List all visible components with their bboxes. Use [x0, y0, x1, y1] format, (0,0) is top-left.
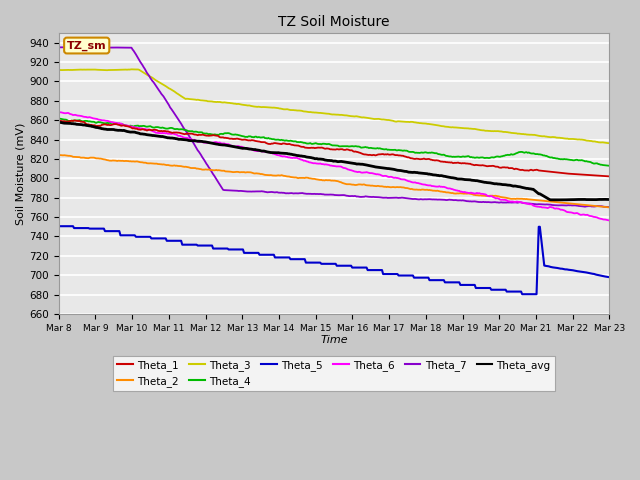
Theta_5 — [55, 223, 63, 229]
Line: Theta_4: Theta_4 — [59, 119, 609, 166]
Theta_1 — [321, 146, 328, 152]
Theta_7 — [508, 200, 515, 205]
Theta_avg — [354, 161, 362, 167]
Text: TZ_sm: TZ_sm — [67, 40, 106, 51]
Theta_7 — [63, 45, 71, 50]
Theta_2 — [605, 204, 613, 210]
Line: Theta_3: Theta_3 — [59, 69, 609, 143]
Theta_3 — [127, 66, 135, 72]
Theta_7 — [321, 192, 328, 197]
Theta_3 — [321, 110, 328, 116]
Theta_7 — [384, 195, 392, 201]
Theta_5 — [316, 260, 324, 265]
Line: Theta_5: Theta_5 — [59, 226, 609, 294]
Theta_1 — [317, 144, 325, 150]
Theta_avg — [595, 197, 602, 203]
Theta_avg — [384, 166, 392, 171]
Theta_avg — [56, 120, 63, 125]
Theta_7 — [605, 204, 613, 210]
Theta_6 — [508, 199, 515, 204]
Theta_6 — [321, 162, 328, 168]
Line: Theta_1: Theta_1 — [59, 120, 609, 176]
Theta_4 — [320, 141, 328, 146]
Theta_5 — [518, 291, 526, 297]
Theta_avg — [317, 156, 325, 162]
Theta_1 — [605, 173, 613, 179]
X-axis label: Time: Time — [320, 336, 348, 346]
Theta_3 — [354, 114, 362, 120]
Theta_7 — [593, 203, 601, 209]
Theta_1 — [593, 173, 601, 179]
Theta_7 — [317, 191, 325, 197]
Theta_5 — [383, 271, 390, 277]
Theta_1 — [508, 165, 515, 171]
Theta_3 — [384, 117, 392, 123]
Theta_6 — [55, 109, 63, 115]
Theta_2 — [353, 182, 360, 188]
Theta_4 — [316, 141, 324, 147]
Theta_3 — [593, 139, 601, 145]
Theta_4 — [383, 146, 390, 152]
Theta_2 — [592, 203, 600, 209]
Legend: Theta_1, Theta_2, Theta_3, Theta_4, Theta_5, Theta_6, Theta_7, Theta_avg: Theta_1, Theta_2, Theta_3, Theta_4, Thet… — [113, 356, 555, 391]
Theta_4 — [353, 144, 360, 149]
Theta_6 — [384, 174, 392, 180]
Theta_4 — [55, 116, 63, 121]
Theta_avg — [605, 197, 613, 203]
Theta_5 — [605, 274, 613, 280]
Theta_1 — [384, 151, 392, 157]
Theta_1 — [55, 118, 63, 124]
Theta_2 — [55, 152, 63, 157]
Theta_3 — [605, 140, 613, 146]
Theta_3 — [55, 67, 63, 73]
Theta_4 — [605, 163, 613, 168]
Theta_avg — [55, 120, 63, 125]
Theta_6 — [593, 215, 601, 220]
Theta_avg — [508, 183, 515, 189]
Theta_4 — [592, 160, 600, 166]
Y-axis label: Soil Moisture (mV): Soil Moisture (mV) — [15, 122, 25, 225]
Theta_avg — [321, 157, 328, 163]
Theta_avg — [557, 197, 564, 203]
Line: Theta_avg: Theta_avg — [59, 122, 609, 200]
Theta_5 — [506, 288, 514, 294]
Theta_5 — [593, 272, 601, 278]
Theta_6 — [317, 161, 325, 167]
Theta_6 — [354, 169, 362, 175]
Theta_2 — [320, 178, 328, 183]
Line: Theta_7: Theta_7 — [59, 48, 609, 207]
Theta_5 — [320, 261, 328, 267]
Theta_2 — [383, 184, 390, 190]
Theta_7 — [55, 45, 63, 50]
Title: TZ Soil Moisture: TZ Soil Moisture — [278, 15, 390, 29]
Theta_3 — [508, 130, 515, 136]
Theta_5 — [353, 264, 360, 270]
Theta_4 — [506, 152, 514, 158]
Theta_6 — [605, 217, 613, 223]
Theta_6 — [57, 109, 65, 115]
Theta_2 — [316, 177, 324, 183]
Theta_1 — [354, 149, 362, 155]
Line: Theta_6: Theta_6 — [59, 112, 609, 220]
Theta_2 — [506, 196, 514, 202]
Theta_1 — [70, 118, 78, 123]
Theta_7 — [354, 193, 362, 199]
Theta_3 — [317, 110, 325, 116]
Line: Theta_2: Theta_2 — [59, 155, 609, 207]
